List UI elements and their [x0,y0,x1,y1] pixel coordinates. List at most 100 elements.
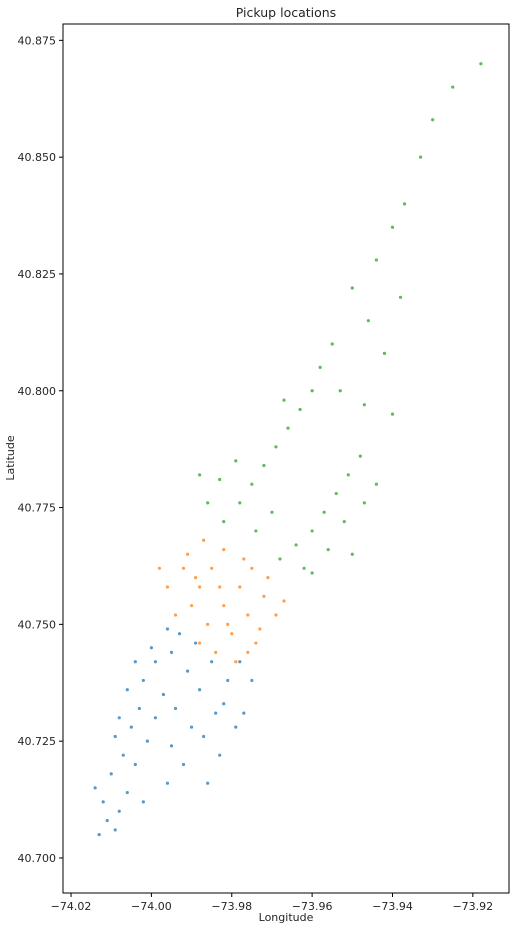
scatter-point-2-19 [342,519,346,524]
scatter-point-0-29 [202,734,206,739]
y-tick-label: 40.750 [18,618,57,631]
scatter-point-2-35 [451,85,455,89]
scatter-point-0-12 [145,739,149,743]
scatter-point-0-38 [250,678,254,683]
scatter-point-2-20 [326,548,330,552]
scatter-point-2-36 [479,62,483,66]
scatter-point-1-6 [206,622,210,626]
scatter-point-1-17 [173,613,178,617]
scatter-point-0-22 [198,688,202,692]
scatter-point-2-29 [350,286,354,290]
scatter-point-1-20 [218,585,222,589]
scatter-point-2-3 [262,463,266,468]
scatter-point-2-7 [310,389,314,393]
scatter-point-1-0 [165,585,170,589]
scatter-point-0-20 [169,650,174,654]
scatter-point-1-5 [189,604,194,608]
scatter-point-0-16 [141,678,145,683]
scatter-point-2-24 [350,552,354,556]
scatter-point-0-13 [137,706,141,711]
scatter-point-1-14 [254,641,258,645]
scatter-point-0-32 [181,762,186,767]
scatter-point-0-17 [161,692,166,697]
scatter-point-2-32 [402,202,407,206]
scatter-point-1-28 [246,650,250,654]
scatter-point-0-18 [173,706,178,711]
scatter-point-1-2 [198,585,202,589]
scatter-point-1-10 [230,632,234,636]
scatter-point-2-2 [250,482,254,486]
scatter-point-1-16 [234,660,238,664]
y-axis-label: Latitude [4,435,17,481]
scatter-point-0-4 [93,786,97,790]
scatter-point-2-34 [431,118,435,122]
scatter-point-0-5 [117,809,121,813]
scatter-point-1-9 [250,566,254,570]
scatter-point-2-40 [254,529,258,533]
scatter-point-1-3 [210,566,214,570]
scatter-point-2-1 [238,501,242,505]
scatter-point-0-10 [113,734,117,739]
scatter-point-0-41 [169,744,174,748]
scatter-point-0-40 [189,725,194,729]
scatter-point-2-42 [198,473,202,477]
scatter-point-2-41 [270,510,274,514]
scatter-point-0-44 [242,711,246,715]
scatter-point-0-27 [226,678,230,683]
scatter-point-0-19 [153,660,158,664]
y-tick-label: 40.875 [18,34,57,47]
y-tick-label: 40.700 [18,852,57,865]
scatter-point-2-14 [310,529,314,533]
y-tick-label: 40.850 [18,151,57,164]
x-tick-label: −73.94 [372,900,413,913]
scatter-point-2-30 [374,258,379,262]
scatter-point-0-21 [185,669,190,673]
x-tick-label: −74.02 [51,900,92,913]
scatter-point-1-11 [246,613,250,617]
y-tick-label: 40.825 [18,268,57,281]
scatter-point-0-24 [177,632,182,636]
scatter-point-2-12 [234,459,238,463]
chart-title: Pickup locations [236,5,336,20]
scatter-point-1-29 [193,576,198,580]
scatter-point-2-37 [338,389,342,393]
scatter-point-0-35 [149,646,153,650]
y-tick-label: 40.800 [18,385,57,398]
scatter-point-0-6 [125,790,129,795]
x-tick-label: −73.92 [452,900,493,913]
scatter-point-0-25 [193,641,198,645]
scatter-point-0-39 [206,781,210,785]
scatter-point-1-7 [222,604,226,608]
x-tick-label: −73.98 [211,900,252,913]
scatter-point-2-8 [318,365,322,369]
scatter-point-1-13 [274,613,278,617]
scatter-point-0-26 [214,711,218,715]
scatter-point-0-3 [101,800,105,804]
scatter-point-2-27 [382,351,387,355]
scatter-point-0-42 [117,716,121,720]
scatter-point-0-30 [218,753,222,757]
scatter-point-2-15 [322,510,326,514]
scatter-point-2-23 [374,482,379,486]
scatter-point-0-7 [109,772,113,776]
scatter-point-2-6 [298,407,302,412]
scatter-point-2-10 [206,501,210,505]
scatter-point-2-4 [274,445,278,449]
scatter-point-0-1 [105,818,109,823]
scatter-point-1-26 [226,622,230,626]
scatter-point-2-28 [366,319,370,323]
scatter-point-0-0 [97,833,101,837]
scatter-point-2-22 [362,501,366,505]
scatter-points-layer [93,62,483,837]
scatter-point-0-11 [129,725,133,729]
scatter-point-0-15 [125,688,129,692]
scatter-point-1-1 [181,566,186,570]
scatter-point-0-33 [165,781,170,785]
scatter-point-1-25 [185,552,190,556]
scatter-point-0-8 [121,753,125,757]
scatter-point-0-34 [141,800,145,804]
axis-ticks-layer: −74.02 −74.00 −73.98 −73.96 −73.94 −73.92 40.7… [18,34,494,913]
x-tick-label: −74.00 [131,900,172,913]
scatter-point-0-37 [133,660,137,664]
